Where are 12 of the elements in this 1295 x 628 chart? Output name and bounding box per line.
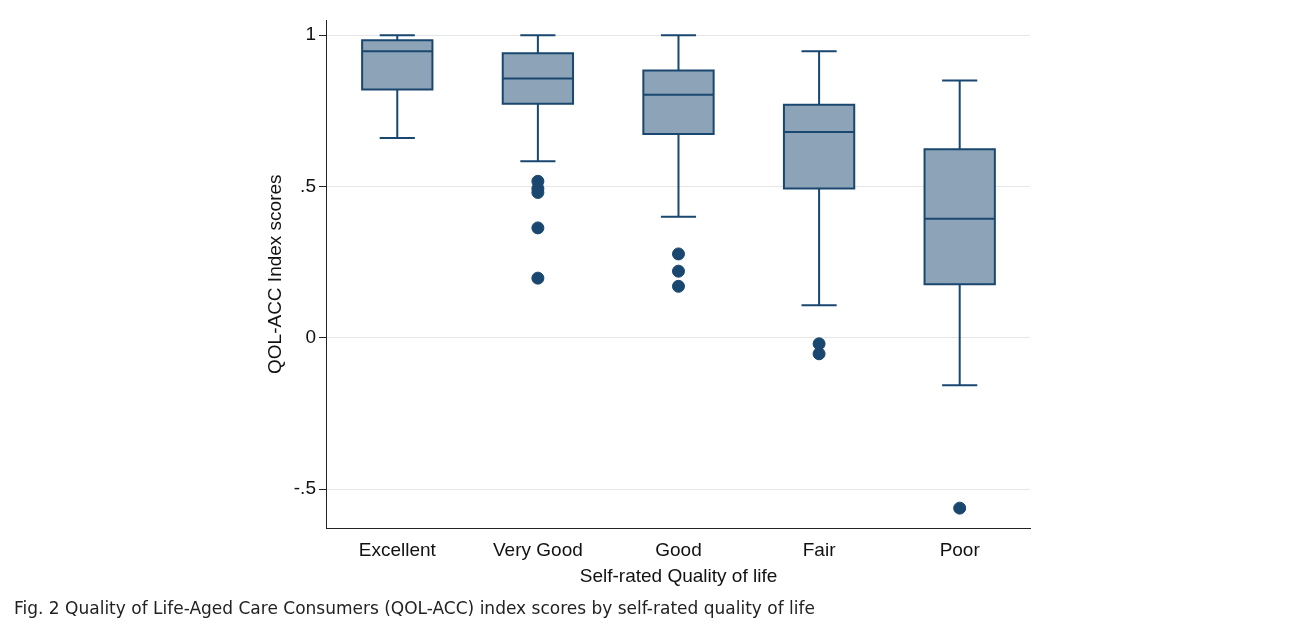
y-tick-label: .5 [300, 174, 316, 196]
caption: Fig. 2 Quality of Life-Aged Care Consumers (QOL-ACC) index scores by self-rated quality of life [14, 598, 815, 618]
y-tick-label: -.5 [293, 477, 316, 499]
y-tick-label: 0 [305, 325, 316, 347]
x-tick-label: Fair [802, 539, 837, 561]
y-axis-title: QOL-ACC Index scores [263, 174, 285, 374]
x-axis-title: Self-rated Quality of life [579, 564, 778, 586]
x-tick-label: Good [655, 539, 702, 561]
y-tick-label: 1 [305, 23, 316, 45]
x-tick-label: Excellent [358, 539, 437, 561]
x-tick-label: Very Good [492, 539, 583, 561]
x-tick-label: Poor [939, 539, 981, 561]
